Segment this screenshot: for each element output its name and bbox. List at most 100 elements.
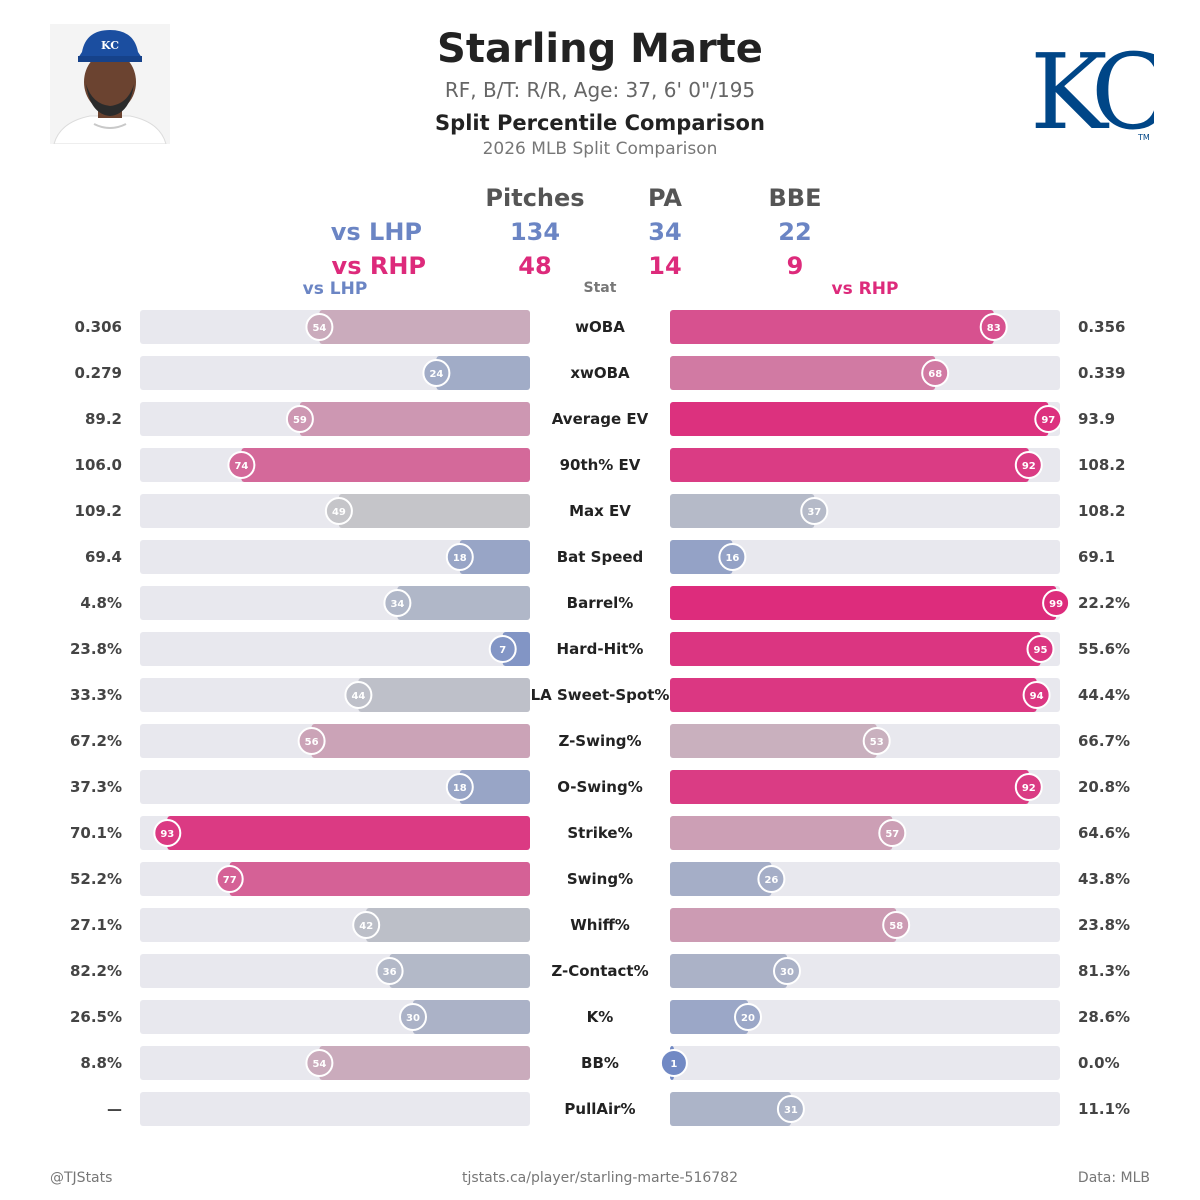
- rhp-track: [670, 1000, 1060, 1034]
- lhp-stat-value: 52.2%: [70, 870, 122, 888]
- lhp-percentile-marker: [153, 819, 182, 847]
- lhp-percentile-marker: [399, 1003, 427, 1031]
- lhp-percentile-label: 36: [383, 967, 397, 978]
- lhp-stat-value: 27.1%: [70, 916, 122, 934]
- rhp-bar: [670, 448, 1029, 482]
- rhp-percentile-marker: [1014, 451, 1043, 479]
- rhp-stat-value: 93.9: [1078, 410, 1115, 428]
- stat-label: Barrel%: [567, 594, 634, 612]
- lhp-stat-value: 0.306: [75, 318, 122, 336]
- rhp-bar: [670, 1092, 791, 1126]
- lhp-percentile-marker: [344, 681, 373, 709]
- lhp-bar: [397, 586, 530, 620]
- rhp-percentile-label: 83: [987, 323, 1001, 334]
- rhp-percentile-label: 53: [870, 737, 884, 748]
- lhp-percentile-label: 18: [453, 553, 467, 564]
- lhp-track: [140, 632, 530, 666]
- rhp-percentile-marker: [776, 1095, 805, 1123]
- rhp-bar: [670, 770, 1029, 804]
- rhp-stat-value: 11.1%: [1078, 1100, 1130, 1118]
- rhp-stat-value: 69.1: [1078, 548, 1115, 566]
- rhp-bar: [670, 540, 733, 574]
- footer-handle: @TJStats: [50, 1170, 113, 1186]
- lhp-bar: [436, 356, 530, 390]
- split-percentile-chart: 54 0.306 wOBA 83 0.356 24 0.279 xwOBA 68 0.339 59 8…: [70, 310, 1130, 1126]
- rhp-percentile-label: 1: [670, 1059, 677, 1070]
- rhp-stat-value: 81.3%: [1078, 962, 1130, 980]
- lhp-percentile-label: 54: [312, 1059, 326, 1070]
- rhp-stat-value: 64.6%: [1078, 824, 1130, 842]
- lhp-percentile-marker: [285, 405, 314, 433]
- lhp-percentile-label: 7: [499, 645, 506, 656]
- lhp-percentile-label: 30: [406, 1013, 420, 1024]
- lhp-track: [140, 540, 530, 574]
- rhp-bar: [670, 356, 936, 390]
- lhp-stat-value: 8.8%: [80, 1054, 122, 1072]
- lhp-track: [140, 770, 530, 804]
- team-logo-text: KC: [1030, 31, 1154, 146]
- lhp-percentile-label: 44: [351, 691, 365, 702]
- lhp-stat-value: 106.0: [75, 456, 122, 474]
- rhp-percentile-marker: [800, 497, 829, 525]
- lhp-percentile-marker: [305, 313, 334, 341]
- rhp-percentile-label: 20: [741, 1013, 755, 1024]
- footer-source: Data: MLB: [1077, 1170, 1150, 1186]
- rhp-percentile-marker: [734, 1003, 762, 1031]
- rhp-percentile-label: 99: [1049, 599, 1063, 610]
- rhp-percentile-marker: [979, 313, 1008, 341]
- rhp-bar: [670, 816, 893, 850]
- rhp-percentile-marker: [878, 819, 907, 847]
- stat-label: BB%: [581, 1054, 619, 1072]
- rhp-percentile-label: 92: [1022, 461, 1036, 472]
- rhp-percentile-marker: [1022, 681, 1051, 709]
- player-name: Starling Marte: [437, 26, 763, 72]
- rhp-stat-value: 0.339: [1078, 364, 1125, 382]
- lhp-percentile-label: 56: [305, 737, 319, 748]
- stat-label: wOBA: [575, 318, 625, 336]
- rhp-percentile-marker: [1034, 405, 1063, 433]
- svg-text:KC: KC: [101, 39, 119, 52]
- rhp-stat-value: 66.7%: [1078, 732, 1130, 750]
- lhp-percentile-marker: [215, 865, 244, 893]
- rhp-bar: [670, 632, 1041, 666]
- lhp-percentile-marker: [227, 451, 256, 479]
- rhp-bar: [670, 954, 787, 988]
- rhp-percentile-label: 95: [1034, 645, 1048, 656]
- rhp-bar: [670, 678, 1037, 712]
- lhp-stat-value: 69.4: [85, 548, 122, 566]
- lhp-percentile-label: 18: [453, 783, 467, 794]
- rhp-percentile-marker: [659, 1049, 688, 1077]
- lhp-stat-value: 33.3%: [70, 686, 122, 704]
- rhp-percentile-marker: [1026, 635, 1055, 663]
- lhp-stat-value: 82.2%: [70, 962, 122, 980]
- lhp-percentile-label: 74: [234, 461, 248, 472]
- stat-label: Swing%: [567, 870, 633, 888]
- count-header-bbe: BBE: [768, 184, 822, 212]
- rhp-bar: [670, 310, 994, 344]
- team-logo: KC TM: [1028, 26, 1179, 153]
- count-header-pa: PA: [648, 184, 682, 212]
- lhp-percentile-label: 93: [160, 829, 174, 840]
- lhp-bar: [358, 678, 530, 712]
- stat-label: K%: [587, 1008, 614, 1026]
- lhp-percentile-marker: [375, 957, 404, 985]
- chart-subtitle: 2026 MLB Split Comparison: [482, 139, 718, 159]
- stat-label: Whiff%: [570, 916, 630, 934]
- rhp-percentile-marker: [921, 359, 950, 387]
- lhp-bar: [319, 310, 530, 344]
- rhp-percentile-marker: [1042, 589, 1071, 617]
- rhp-track: [670, 1046, 1060, 1080]
- lhp-percentile-marker: [488, 635, 517, 663]
- rhp-percentile-marker: [718, 543, 747, 571]
- rhp-bar: [670, 402, 1049, 436]
- column-header-lhp: vs LHP: [302, 279, 368, 299]
- rhp-percentile-label: 37: [807, 507, 821, 518]
- rhp-track: [670, 540, 1060, 574]
- lhp-bar: [299, 402, 530, 436]
- lhp-percentile-label: 34: [390, 599, 404, 610]
- rhp-stat-value: 23.8%: [1078, 916, 1130, 934]
- stat-label: Bat Speed: [557, 548, 644, 566]
- rhp-stat-value: 20.8%: [1078, 778, 1130, 796]
- lhp-stat-value: 4.8%: [80, 594, 122, 612]
- stat-label: O-Swing%: [557, 778, 643, 796]
